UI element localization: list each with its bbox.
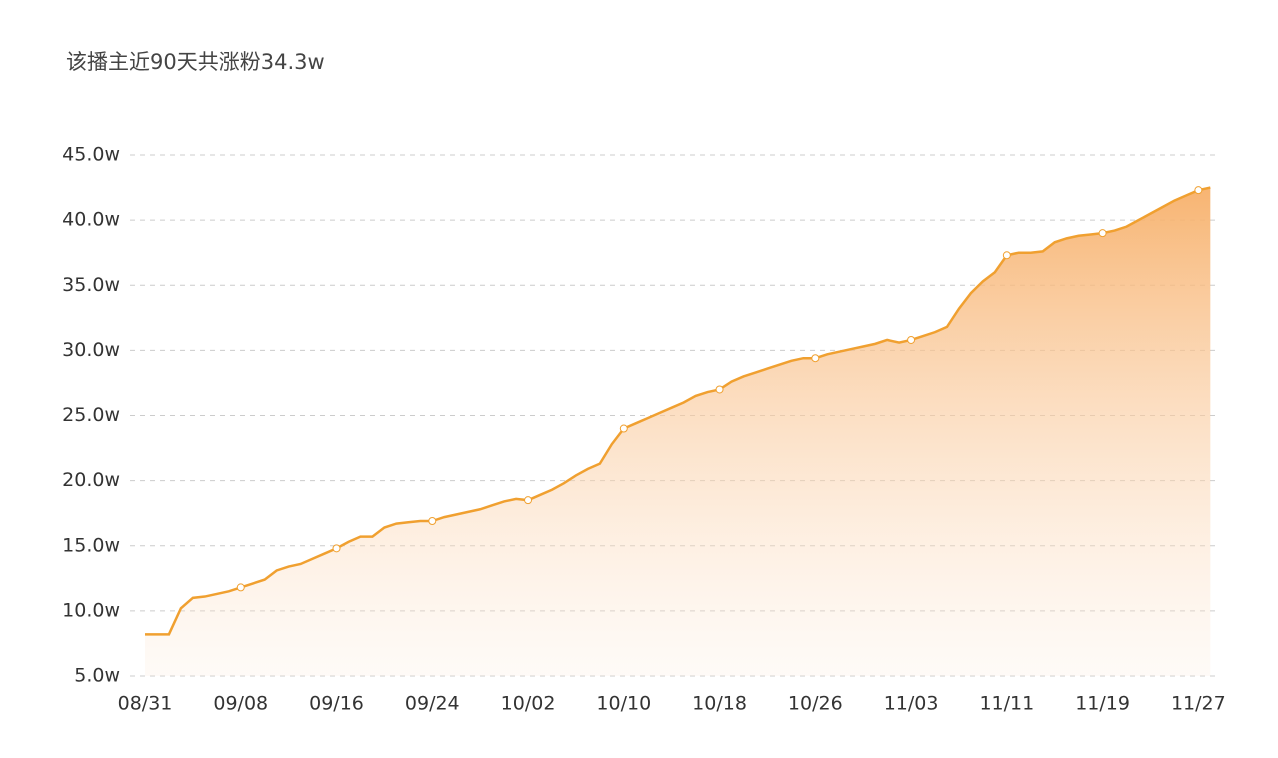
point xyxy=(1098,229,1107,238)
x-tick-label: 11/19 xyxy=(1075,693,1130,715)
y-tick-label: 30.0w xyxy=(62,339,120,361)
x-tick-label: 09/08 xyxy=(213,693,268,715)
area xyxy=(145,187,1211,676)
x-tick-label: 10/10 xyxy=(596,693,651,715)
y-tick-label: 15.0w xyxy=(62,534,120,556)
y-tick-label: 20.0w xyxy=(62,469,120,491)
point xyxy=(1194,186,1203,195)
y-tick-label: 45.0w xyxy=(62,144,120,166)
point xyxy=(524,496,533,505)
x-tick-label: 11/11 xyxy=(979,693,1034,715)
x-tick-label: 10/02 xyxy=(501,693,556,715)
x-tick-label: 08/31 xyxy=(118,693,173,715)
x-tick-label: 10/18 xyxy=(692,693,747,715)
x-tick-label: 11/03 xyxy=(884,693,939,715)
y-tick-label: 35.0w xyxy=(62,274,120,296)
y-tick-label: 10.0w xyxy=(62,599,120,621)
point xyxy=(1002,251,1011,260)
point xyxy=(332,544,341,553)
point xyxy=(236,583,245,592)
point xyxy=(619,424,628,433)
x-tick-label: 11/27 xyxy=(1171,693,1226,715)
point xyxy=(715,385,724,394)
x-tick-label: 09/16 xyxy=(309,693,364,715)
point xyxy=(428,517,437,526)
chart-title: 该播主近90天共涨粉34.3w xyxy=(66,50,325,74)
point xyxy=(907,335,916,344)
line xyxy=(145,186,1211,636)
y-tick-label: 40.0w xyxy=(62,209,120,231)
y-tick-label: 25.0w xyxy=(62,404,120,426)
point xyxy=(811,354,820,363)
x-tick-label: 10/26 xyxy=(788,693,843,715)
x-tick-label: 09/24 xyxy=(405,693,460,715)
y-tick-label: 5.0w xyxy=(74,665,120,687)
